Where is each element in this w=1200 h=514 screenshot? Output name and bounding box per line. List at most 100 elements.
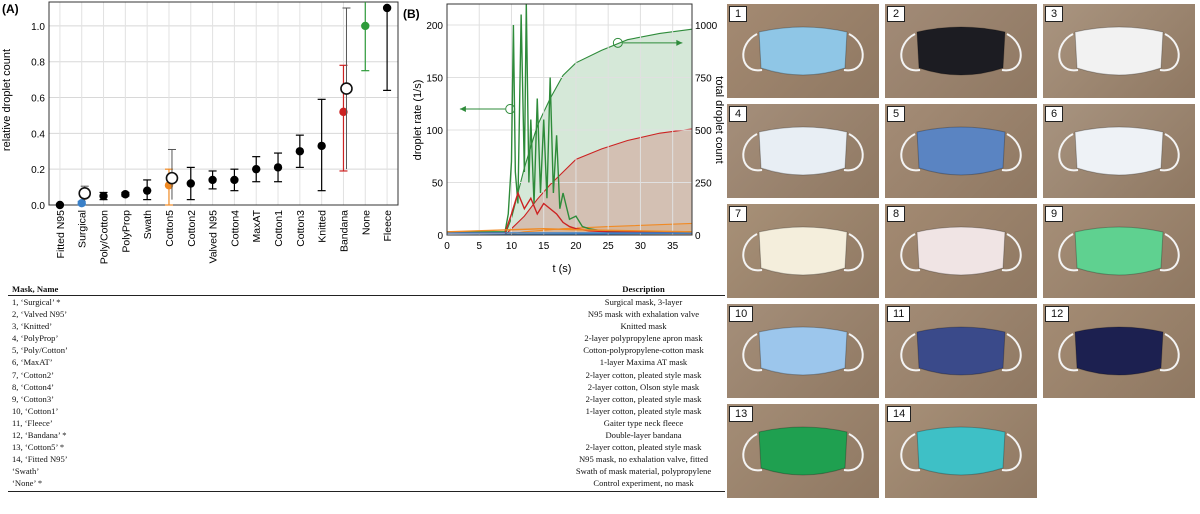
mask-photo-10: 10 bbox=[727, 304, 879, 398]
mask-illustration bbox=[742, 26, 864, 76]
data-point-fleece bbox=[382, 3, 392, 13]
y-tick-label: 0.8 bbox=[31, 58, 45, 69]
left-y-tick-label: 0 bbox=[437, 231, 443, 242]
description-cell: Knitted mask bbox=[620, 321, 667, 332]
description-cell: 2-layer polypropylene apron mask bbox=[584, 333, 703, 344]
ear-loop bbox=[742, 433, 763, 472]
mask-name-cell: 4, ‘PolyProp’ bbox=[12, 333, 59, 344]
x-tick-label: Poly/Cotton bbox=[99, 210, 111, 264]
data-point-polyprop bbox=[121, 190, 130, 199]
mask-illustration bbox=[900, 326, 1022, 376]
mask-table: Mask, Name Description 1, ‘Surgical’ * Su… bbox=[8, 284, 725, 492]
ear-loop bbox=[1001, 333, 1022, 372]
left-y-tick-label: 200 bbox=[426, 21, 443, 32]
table-row: 13, ‘Cotton5’ * 2-layer cotton, pleated s… bbox=[8, 441, 725, 453]
description-cell: 2-layer cotton, Olson style mask bbox=[587, 381, 700, 392]
mask-illustration bbox=[742, 326, 864, 376]
panel-b-label: (B) bbox=[403, 7, 420, 21]
description-cell: 1-layer Maxima AT mask bbox=[599, 357, 688, 368]
mask-name-cell: 11, ‘Fleece’ bbox=[12, 417, 53, 428]
photo-number-label: 4 bbox=[729, 106, 748, 122]
table-header-description: Description bbox=[622, 284, 665, 294]
right-y-tick-label: 500 bbox=[695, 126, 712, 137]
mask-shape bbox=[758, 326, 848, 376]
x-tick-label: Cotton4 bbox=[229, 210, 241, 247]
data-point-cotton4 bbox=[230, 175, 239, 185]
x-tick-label: 10 bbox=[506, 241, 518, 252]
photo-number-label: 5 bbox=[887, 106, 906, 122]
right-y-tick-label: 0 bbox=[695, 231, 701, 242]
ear-loop bbox=[1058, 333, 1079, 372]
left-y-tick-label: 50 bbox=[432, 179, 444, 190]
y-tick-label: 1.0 bbox=[31, 22, 45, 33]
ear-loop bbox=[1058, 233, 1079, 272]
data-point-cotton1 bbox=[273, 163, 283, 172]
table-row: 10, ‘Cotton1’ 1-layer cotton, pleated sty… bbox=[8, 405, 725, 417]
x-tick-label: Fitted N95 bbox=[55, 210, 67, 259]
x-tick-label: Surgical bbox=[77, 210, 89, 248]
mask-shape bbox=[916, 26, 1006, 76]
mask-name-cell: 3, ‘Knitted’ bbox=[12, 321, 53, 332]
left-arrow-head bbox=[459, 106, 466, 112]
data-point-swath bbox=[142, 186, 152, 195]
ear-loop bbox=[1001, 133, 1022, 172]
table-row: 9, ‘Cotton3’ 2-layer cotton, pleated styl… bbox=[8, 393, 725, 405]
mask-photo-11: 11 bbox=[885, 304, 1037, 398]
ear-loop bbox=[900, 433, 921, 472]
ear-loop bbox=[1159, 233, 1180, 272]
mask-illustration bbox=[900, 426, 1022, 476]
photo-number-label: 2 bbox=[887, 6, 906, 22]
plot-frame bbox=[446, 3, 693, 236]
data-point-knitted bbox=[317, 141, 326, 151]
table-row: 12, ‘Bandana’ * Double-layer bandana bbox=[8, 429, 725, 441]
right-y-tick-label: 250 bbox=[695, 179, 712, 190]
ear-loop bbox=[843, 33, 864, 72]
ear-loop bbox=[1058, 33, 1079, 72]
mask-photo-1: 1 bbox=[727, 4, 879, 98]
ear-loop bbox=[843, 233, 864, 272]
x-tick-label: Fleece bbox=[382, 210, 394, 242]
open-data-point bbox=[78, 187, 92, 200]
x-tick-label: 30 bbox=[635, 241, 647, 252]
ear-loop bbox=[900, 233, 921, 272]
mask-illustration bbox=[1058, 326, 1180, 376]
photo-number-label: 7 bbox=[729, 206, 748, 222]
mask-illustration bbox=[1058, 226, 1180, 276]
table-row: 3, ‘Knitted’ Knitted mask bbox=[8, 320, 725, 332]
x-tick-label: 5 bbox=[476, 241, 482, 252]
data-point-cotton3 bbox=[295, 147, 305, 156]
mask-name-cell: 12, ‘Bandana’ * bbox=[12, 430, 67, 441]
ear-loop bbox=[1001, 433, 1022, 472]
left-y-tick-label: 100 bbox=[426, 126, 443, 137]
ear-loop bbox=[1058, 133, 1079, 172]
mask-shape bbox=[758, 226, 848, 276]
left-y-tick-label: 150 bbox=[426, 74, 443, 85]
table-header: Mask, Name Description bbox=[8, 284, 725, 296]
rate-line bbox=[447, 3, 692, 233]
mask-shape bbox=[916, 126, 1006, 176]
open-data-point bbox=[340, 82, 353, 95]
description-cell: Surgical mask, 3-layer bbox=[604, 297, 683, 307]
cumulative-area bbox=[447, 29, 692, 236]
mask-illustration bbox=[742, 426, 864, 476]
right-axis-marker bbox=[612, 37, 623, 48]
description-cell: 2-layer cotton, pleated style mask bbox=[585, 369, 702, 380]
x-tick-label: Valved N95 bbox=[208, 210, 220, 264]
table-row: ‘Swath’ Swath of mask material, polypropy… bbox=[8, 465, 725, 477]
ear-loop bbox=[742, 333, 763, 372]
mask-name-cell: 10, ‘Cotton1’ bbox=[12, 405, 59, 416]
table-header-mask-name: Mask, Name bbox=[12, 284, 59, 294]
mask-shape bbox=[758, 426, 848, 476]
panel-b-x-axis-label: t (s) bbox=[553, 263, 572, 275]
mask-illustration bbox=[742, 126, 864, 176]
photo-number-label: 1 bbox=[729, 6, 748, 22]
photo-number-label: 3 bbox=[1045, 6, 1064, 22]
mask-name-cell: ‘None’ * bbox=[12, 478, 43, 489]
mask-name-cell: 1, ‘Surgical’ * bbox=[12, 297, 61, 307]
table-row: 5, ‘Poly/Cotton’ Cotton-polypropylene-cot… bbox=[8, 344, 725, 356]
mask-shape bbox=[1074, 226, 1164, 276]
mask-shape bbox=[916, 226, 1006, 276]
mask-name-cell: ‘Swath’ bbox=[12, 466, 40, 477]
description-cell: Control experiment, no mask bbox=[593, 478, 694, 489]
cumulative-area bbox=[447, 128, 692, 235]
